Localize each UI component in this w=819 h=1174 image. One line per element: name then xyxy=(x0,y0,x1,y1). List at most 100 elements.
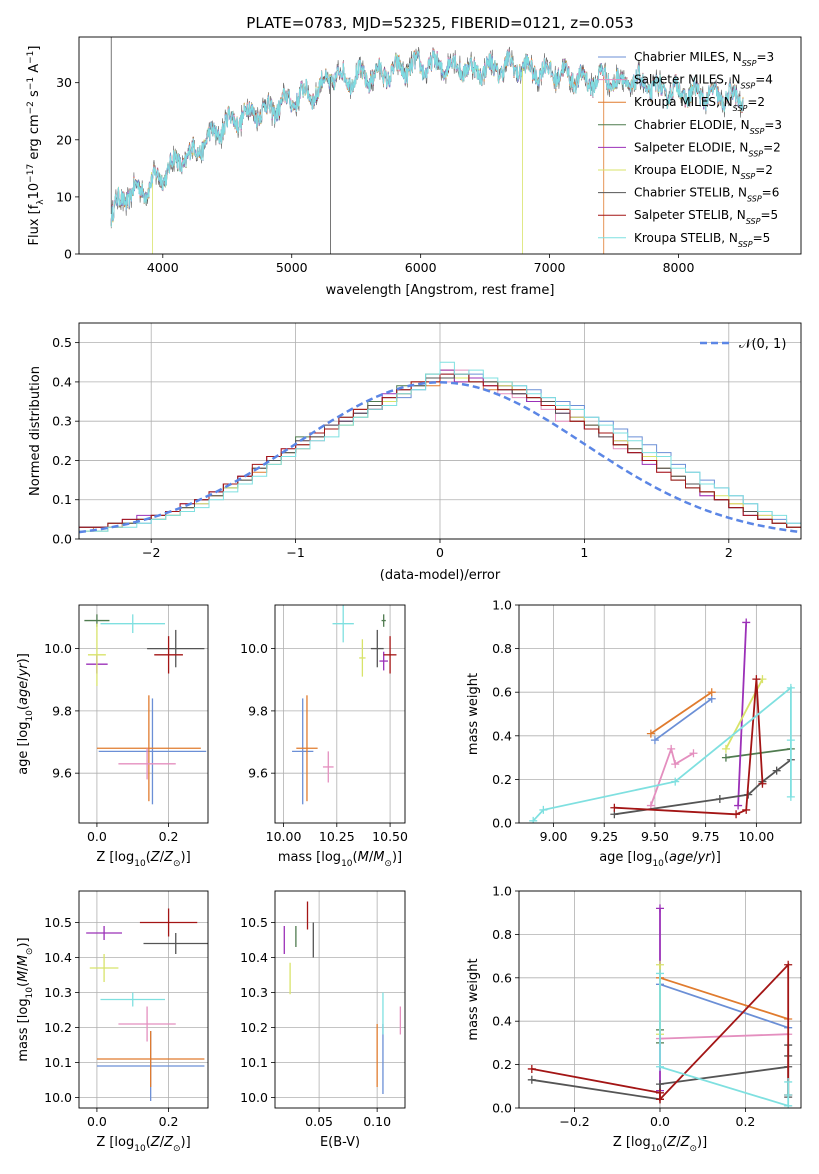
plus-marker xyxy=(656,969,664,978)
y-tick-label: 0.2 xyxy=(492,772,512,787)
x-tick-label: 2 xyxy=(725,545,733,560)
plus-marker xyxy=(784,1090,793,1099)
weight-series xyxy=(646,688,716,738)
legend: Chabrier MILES, NSSP=3 Salpeter MILES, NS… xyxy=(598,50,782,248)
y-tick-label: 0 xyxy=(64,247,72,262)
plot-area: 10.00 10.25 10.50 9.6 9.8 10.0 xyxy=(240,604,408,844)
y-tick-label: 10.4 xyxy=(44,950,72,965)
data-layer xyxy=(283,901,402,1094)
plus-marker xyxy=(786,683,795,692)
errorbar-point xyxy=(96,695,201,802)
x-tick-label: −0.2 xyxy=(559,1114,589,1129)
axes-frame xyxy=(518,604,802,824)
plus-marker xyxy=(721,744,730,753)
x-tick-label: 0.0 xyxy=(650,1114,670,1129)
y-tick-label: 1.0 xyxy=(492,598,512,613)
axes-frame xyxy=(518,890,802,1109)
plus-marker xyxy=(786,736,795,745)
y-tick-label: 0.6 xyxy=(492,685,512,700)
x-tick-label: 0.2 xyxy=(159,829,179,844)
plus-marker xyxy=(656,1062,664,1071)
series-line xyxy=(659,1033,789,1040)
grid-lines xyxy=(79,605,208,823)
y-tick-label: 0.2 xyxy=(52,453,72,468)
y-tick-label: 10.2 xyxy=(44,1020,72,1035)
y-tick-label: 1.0 xyxy=(492,884,512,899)
plus-marker xyxy=(784,960,793,969)
x-tick-label: 9.00 xyxy=(540,829,568,844)
x-tick-label: 0.0 xyxy=(87,829,107,844)
y-tick-label: 10.0 xyxy=(240,641,268,656)
plus-marker xyxy=(715,795,724,804)
errorbar-point xyxy=(100,614,165,634)
y-axis-label: mass weight xyxy=(466,958,481,1040)
x-tick-label: 0.2 xyxy=(736,1114,756,1129)
legend-entry: Kroupa ELODIE, NSSP=2 xyxy=(634,163,773,181)
x-tick-label: 0.05 xyxy=(305,1114,333,1129)
plus-marker xyxy=(752,675,761,684)
y-axis-label: mass weight xyxy=(466,673,481,755)
y-axis-label: Flux [fλ10−17 erg cm−2 s−1 A−1] xyxy=(26,46,46,246)
y-tick-label: 9.8 xyxy=(248,703,268,718)
x-axis-label: (data-model)/error xyxy=(380,568,501,583)
x-tick-label: 6000 xyxy=(405,260,437,275)
plus-marker xyxy=(786,792,795,801)
series-line xyxy=(532,685,792,822)
legend-entry: Kroupa STELIB, NSSP=5 xyxy=(634,231,770,249)
age-vs-mass-panel: 10.00 10.25 10.50 9.6 9.8 10.0 mass [log10(M/M… xyxy=(240,604,408,869)
x-tick-label: 0.0 xyxy=(87,1114,107,1129)
series-line xyxy=(654,697,713,741)
errorbar-point xyxy=(154,636,183,674)
plus-marker xyxy=(671,777,680,786)
y-tick-label: 30 xyxy=(56,75,72,90)
axes-frame xyxy=(78,322,802,540)
grid-lines xyxy=(275,891,405,1108)
x-tick-label: 0.2 xyxy=(159,1114,179,1129)
y-tick-label: 10.1 xyxy=(44,1055,72,1070)
data-layer xyxy=(86,908,208,1101)
plot-area: 4000 5000 6000 7000 8000 0 10 20 30 xyxy=(56,36,802,275)
series-line xyxy=(659,973,790,1108)
x-tick-label: 5000 xyxy=(276,260,308,275)
errorbar-point xyxy=(89,954,119,982)
y-tick-label: 10 xyxy=(56,189,72,204)
errorbar-point xyxy=(332,605,354,643)
y-tick-label: 0.1 xyxy=(52,492,72,507)
x-tick-label: 10.00 xyxy=(266,829,302,844)
plus-marker xyxy=(784,1101,793,1108)
y-tick-label: 10.5 xyxy=(240,915,268,930)
x-tick-label: 9.75 xyxy=(692,829,720,844)
plus-marker xyxy=(610,803,619,812)
y-tick-label: 0.4 xyxy=(52,374,72,389)
plot-area: 0.05 0.10 10.0 10.1 10.2 10.3 10.4 10.5 xyxy=(240,890,406,1129)
y-axis-label: mass [log10(M/M⊙)] xyxy=(16,937,35,1061)
plus-marker xyxy=(656,1095,664,1104)
plus-marker xyxy=(707,688,716,697)
y-tick-label: 10.4 xyxy=(240,950,268,965)
x-tick-label: 9.25 xyxy=(590,829,618,844)
y-tick-label: 0.8 xyxy=(492,927,512,942)
legend-entry: Chabrier STELIB, NSSP=6 xyxy=(634,186,779,204)
axes-frame xyxy=(78,890,209,1109)
x-tick-label: 7000 xyxy=(534,260,566,275)
series-line xyxy=(725,748,792,759)
x-axis-label: age [log10(age/yr)] xyxy=(599,850,721,869)
plus-marker xyxy=(539,805,548,814)
y-tick-label: 9.6 xyxy=(52,766,72,781)
x-axis-label: Z [log10(Z/Z⊙)] xyxy=(96,1135,190,1154)
y-tick-label: 0.8 xyxy=(492,641,512,656)
errorbar-point xyxy=(381,614,386,627)
y-tick-label: 0.4 xyxy=(492,1014,512,1029)
errorbar-point xyxy=(359,639,366,677)
spectrum-panel: 4000 5000 6000 7000 8000 0 10 20 30 PLATE=0783, M… xyxy=(26,14,802,298)
legend-entry: Chabrier MILES, NSSP=3 xyxy=(634,50,774,68)
plus-marker xyxy=(721,753,730,762)
axes-frame xyxy=(78,36,802,255)
errorbar-point xyxy=(322,751,334,783)
plus-marker xyxy=(742,805,751,814)
legend-entry: Kroupa MILES, NSSP=2 xyxy=(634,95,765,113)
data-layer xyxy=(110,37,744,254)
x-axis-label: Z [log10(Z/Z⊙)] xyxy=(613,1135,707,1154)
x-tick-label: −1 xyxy=(286,545,304,560)
age-vs-z-panel: 0.0 0.2 9.6 9.8 10.0 Z [log10(Z/Z⊙)] age [log1… xyxy=(16,604,209,869)
